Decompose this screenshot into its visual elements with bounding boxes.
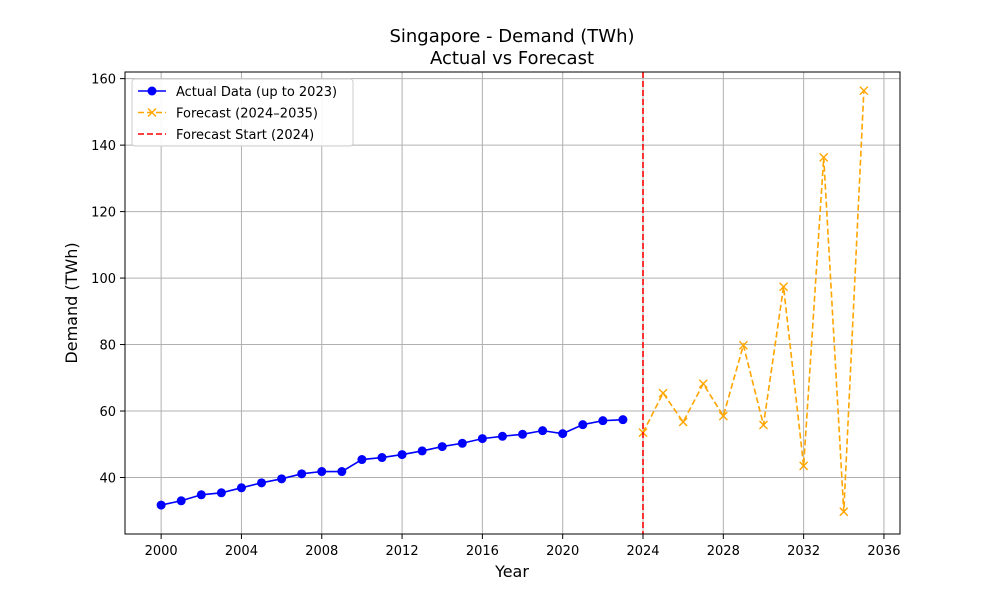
y-tick-label: 120 [91, 206, 116, 221]
y-tick-label: 40 [99, 471, 116, 486]
data-point [297, 469, 307, 479]
legend-entry: Actual Data (up to 2023) [138, 85, 337, 100]
data-point [236, 483, 246, 493]
x-tick-label: 2000 [145, 544, 178, 559]
chart-subtitle: Actual vs Forecast [430, 48, 594, 69]
data-point [216, 488, 226, 498]
data-point [698, 379, 708, 389]
data-point [397, 450, 407, 460]
x-axis-label: Year [494, 562, 529, 581]
y-tick-label: 140 [91, 139, 116, 154]
data-point [156, 500, 166, 510]
y-axis-label: Demand (TWh) [62, 242, 81, 363]
x-tick-label: 2032 [787, 544, 820, 559]
legend-box [131, 78, 354, 147]
data-point [377, 453, 387, 463]
plot-frame [124, 71, 901, 535]
data-point [658, 388, 668, 398]
data-point [457, 438, 467, 448]
data-point [558, 429, 568, 439]
data-point [497, 431, 507, 441]
data-point [799, 461, 809, 471]
legend-label: Forecast (2024–2035) [176, 107, 318, 122]
legend-entry: Forecast (2024–2035) [138, 107, 318, 122]
data-point [417, 446, 427, 456]
data-point [257, 478, 267, 488]
y-tick-label: 60 [99, 405, 116, 420]
data-point [758, 420, 768, 430]
data-point [819, 152, 829, 162]
data-point [337, 467, 347, 477]
data-point [357, 455, 367, 465]
legend-marker [147, 108, 157, 117]
data-point [678, 417, 688, 427]
x-tick-label: 2020 [546, 544, 579, 559]
data-point [538, 426, 548, 436]
data-point [859, 86, 869, 96]
x-tick-label: 2016 [466, 544, 499, 559]
x-tick-label: 2004 [225, 544, 258, 559]
axis-ticks: 2000 2004 2008 2012 2016 2020 2024 2028 2032 2036… [91, 73, 900, 559]
data-point [518, 429, 528, 439]
x-tick-label: 2012 [386, 544, 419, 559]
series-line [642, 90, 865, 512]
data-point [176, 496, 186, 506]
y-tick-label: 160 [91, 73, 116, 88]
data-point [618, 415, 628, 425]
data-point [196, 490, 206, 500]
data-point [317, 467, 327, 477]
y-tick-label: 80 [99, 339, 116, 354]
data-point [839, 507, 849, 517]
legend-marker [147, 86, 157, 96]
data-point [277, 474, 287, 484]
x-tick-label: 2024 [626, 544, 659, 559]
legend-label: Forecast Start (2024) [176, 128, 314, 143]
x-tick-label: 2028 [707, 544, 740, 559]
data-point [718, 411, 728, 421]
chart-title: Singapore - Demand (TWh) [389, 26, 634, 47]
legend: Actual Data (up to 2023) Forecast (2024–2… [131, 78, 354, 147]
legend-label: Actual Data (up to 2023) [176, 85, 337, 100]
data-point [437, 442, 447, 452]
data-point [738, 340, 748, 350]
data-point [779, 282, 789, 292]
x-tick-label: 2036 [867, 544, 900, 559]
plot-area [156, 72, 869, 534]
data-point [598, 416, 608, 426]
x-tick-label: 2008 [305, 544, 338, 559]
y-tick-label: 100 [91, 272, 116, 287]
data-point [578, 420, 588, 430]
data-point [477, 434, 487, 444]
legend-entry: Forecast Start (2024) [138, 128, 314, 143]
